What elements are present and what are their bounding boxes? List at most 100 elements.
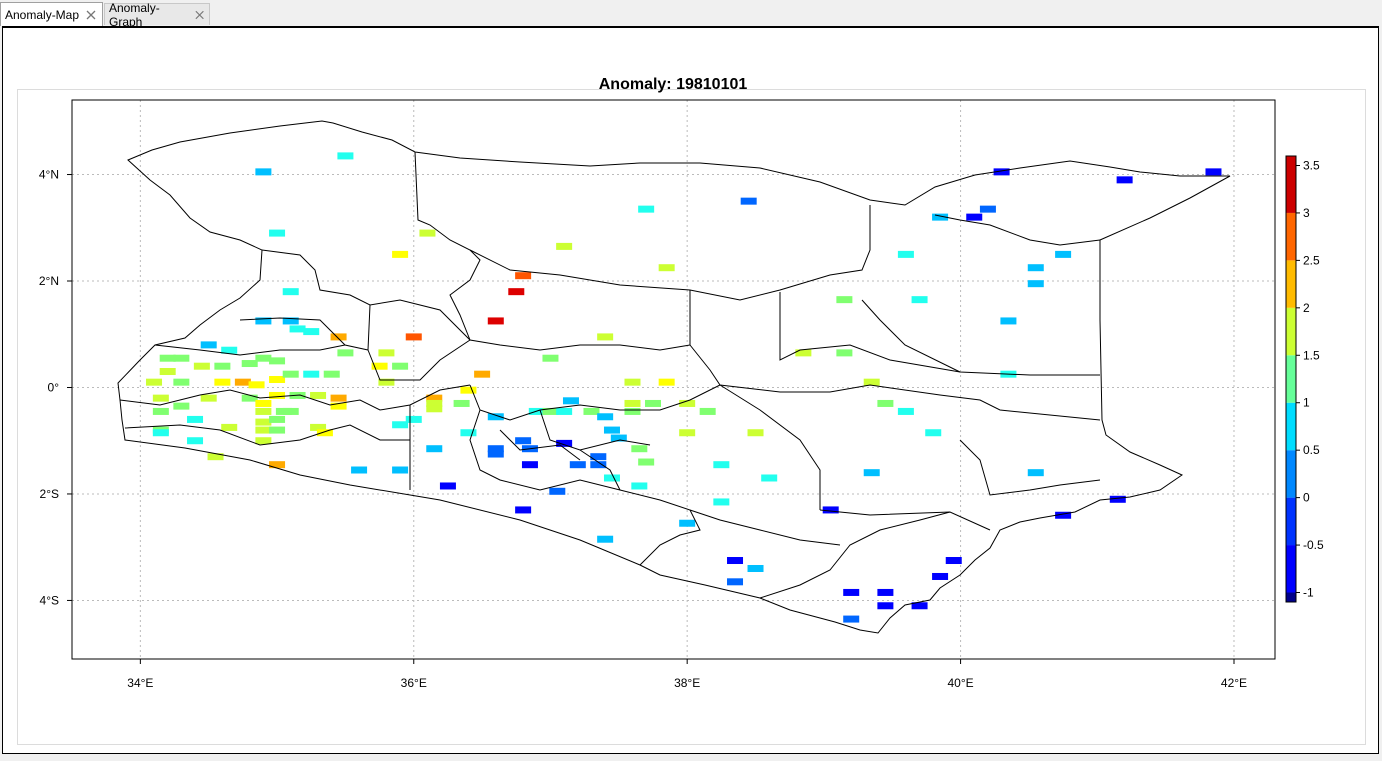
anomaly-cell (556, 407, 573, 415)
anomaly-cell (624, 378, 641, 386)
county-border (119, 384, 471, 411)
anomaly-cell (255, 399, 272, 407)
anomaly-cell (200, 341, 217, 349)
anomaly-cell (1000, 317, 1017, 325)
close-icon[interactable] (194, 9, 205, 21)
colorbar-band (1286, 307, 1296, 356)
lon-tick-label: 40°E (948, 676, 974, 690)
anomaly-cell (303, 328, 320, 336)
anomaly-cell (234, 378, 251, 386)
anomaly-cell (911, 296, 928, 304)
county-border (861, 299, 961, 373)
anomaly-cell (610, 434, 627, 442)
anomaly-cell (747, 564, 764, 572)
anomaly-cell (255, 426, 272, 434)
anomaly-cell (583, 407, 600, 415)
county-border (261, 249, 691, 351)
tab-anomaly-map[interactable]: Anomaly-Map (0, 2, 103, 26)
anomaly-cell (843, 588, 860, 596)
anomaly-cell (836, 349, 853, 357)
anomaly-cell (590, 461, 607, 469)
anomaly-cell (152, 394, 169, 402)
colorbar-band (1286, 545, 1296, 593)
colorbar-label: 2.5 (1303, 253, 1320, 267)
colorbar-label: 1.5 (1303, 348, 1320, 362)
anomaly-cell (323, 370, 340, 378)
anomaly-cell (316, 429, 333, 437)
colorbar-label: 0.5 (1303, 443, 1320, 457)
county-border (689, 290, 1101, 421)
anomaly-cell (556, 242, 573, 250)
anomaly-cell (405, 415, 422, 423)
anomaly-cell (549, 487, 566, 495)
anomaly-cell (269, 357, 286, 365)
anomaly-cell (603, 426, 620, 434)
anomaly-cell (631, 482, 648, 490)
anomaly-cell (392, 466, 409, 474)
country-border (117, 120, 1231, 634)
anomaly-cell (173, 354, 190, 362)
anomaly-cell (863, 378, 880, 386)
anomaly-cell (146, 378, 163, 386)
anomaly-cell (439, 482, 456, 490)
close-icon[interactable] (85, 9, 97, 21)
tab-anomaly-graph[interactable]: Anomaly-Graph (104, 1, 210, 29)
colorbar-band (1286, 592, 1296, 602)
anomaly-cell (330, 333, 347, 341)
anomaly-cell (330, 394, 347, 402)
anomaly-cell (419, 229, 436, 237)
colorbar-frame (1285, 155, 1297, 603)
colorbar-band (1286, 212, 1296, 261)
colorbar-band (1286, 260, 1296, 308)
anomaly-cell (863, 469, 880, 477)
anomaly-cell (269, 415, 286, 423)
county-border (959, 439, 1101, 496)
anomaly-cell (460, 386, 477, 394)
anomaly-cell (1109, 495, 1126, 503)
anomaly-cell (255, 317, 272, 325)
county-border (689, 509, 841, 546)
anomaly-cell (221, 346, 238, 354)
lon-tick-label: 34°E (127, 676, 153, 690)
anomaly-cell (269, 376, 286, 383)
anomaly-cell (822, 506, 839, 514)
anomaly-cell (214, 362, 231, 370)
county-border (759, 511, 951, 599)
lat-tick-label: 4°N (39, 168, 59, 182)
anomaly-cell (897, 407, 914, 415)
anomaly-cell (638, 458, 655, 466)
county-border (469, 205, 871, 301)
anomaly-cell (542, 354, 559, 362)
anomaly-cell (679, 519, 696, 527)
anomaly-cell (1027, 264, 1044, 272)
anomaly-cell (1116, 176, 1133, 184)
lat-tick-label: 2°N (39, 274, 59, 288)
anomaly-cell (761, 474, 778, 482)
colorbar-label: 3 (1303, 206, 1310, 220)
anomaly-cell (310, 423, 327, 431)
colorbar-band (1286, 355, 1296, 403)
anomaly-cell (426, 394, 443, 402)
anomaly-cell (556, 439, 573, 447)
colorbar-label: -1 (1303, 586, 1314, 600)
anomaly-cell (392, 421, 409, 429)
tab-label: Anomaly-Map (5, 7, 80, 22)
anomaly-cell (679, 399, 696, 407)
anomaly-cell (925, 429, 942, 437)
anomaly-cell (337, 152, 354, 160)
map-title: Anomaly: 19810101 (599, 76, 748, 93)
anomaly-cell (269, 229, 286, 237)
lat-tick-label: 0° (48, 380, 60, 394)
colorbar-band (1286, 156, 1296, 213)
anomaly-cell (542, 407, 559, 415)
anomaly-cell (255, 437, 272, 445)
county-border (819, 509, 991, 531)
anomaly-cell (877, 399, 894, 407)
anomaly-cell (590, 453, 607, 461)
colorbar-label: 2 (1303, 301, 1310, 315)
anomaly-cell (877, 588, 894, 596)
anomaly-cell (310, 391, 327, 399)
anomaly-cell (487, 413, 504, 421)
anomaly-cell (255, 407, 272, 415)
county-border (469, 384, 721, 421)
